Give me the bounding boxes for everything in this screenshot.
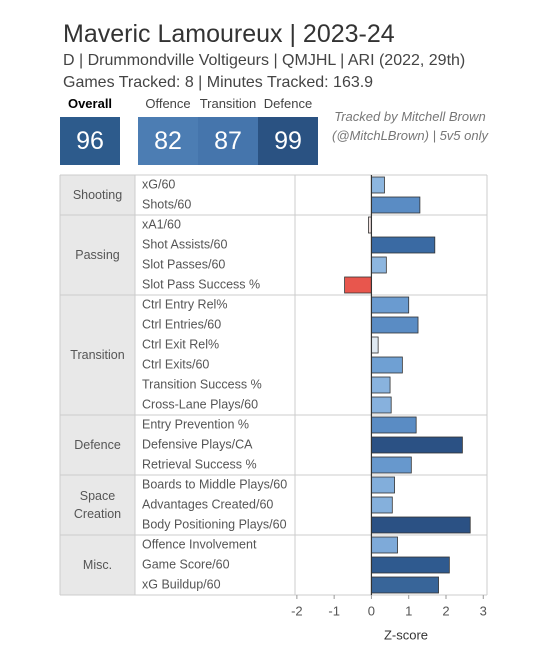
group-label: Misc. — [82, 558, 113, 572]
bar — [371, 316, 419, 334]
group-label: Space Creation — [73, 489, 122, 521]
x-tick-label: -2 — [291, 603, 303, 618]
category-label: Ctrl Exits/60 — [142, 357, 209, 371]
bar — [371, 536, 398, 554]
bar — [371, 516, 471, 534]
x-tick-label: 3 — [480, 603, 487, 618]
category-label: Boards to Middle Plays/60 — [142, 477, 287, 491]
x-tick-label: 2 — [442, 603, 449, 618]
category-label: Entry Prevention % — [142, 417, 249, 431]
subtitle: D | Drummondville Voltigeurs | QMJHL | A… — [63, 52, 466, 69]
category-label: Transition Success % — [142, 377, 262, 391]
bar — [371, 576, 439, 594]
score-label: Transition — [199, 96, 257, 111]
bar — [371, 236, 436, 254]
bar — [371, 296, 410, 314]
group-column — [60, 175, 135, 595]
note: Tracked by Mitchell Brown (@MitchLBrown)… — [331, 109, 488, 143]
bar — [344, 276, 372, 294]
bar — [371, 456, 412, 474]
category-label: xA1/60 — [142, 217, 181, 231]
category-label: Defensive Plays/CA — [142, 437, 253, 451]
category-label: Body Positioning Plays/60 — [142, 517, 287, 531]
score-label: Defence — [263, 96, 313, 111]
bar — [371, 556, 450, 574]
bar — [371, 356, 403, 374]
bar — [371, 396, 392, 414]
category-label: Slot Passes/60 — [142, 257, 225, 271]
category-label: Ctrl Entry Rel% — [142, 297, 227, 311]
category-label: Shot Assists/60 — [142, 237, 228, 251]
games-tracked: Games Tracked: 8 | Minutes Tracked: 163.… — [63, 74, 374, 91]
group-label: Transition — [70, 348, 125, 362]
x-tick-label: 1 — [405, 603, 412, 618]
bar — [371, 476, 395, 494]
bar — [371, 256, 387, 274]
score-box: 99 — [258, 117, 318, 165]
category-label: Game Score/60 — [142, 557, 230, 571]
score-box: 87 — [198, 117, 258, 165]
category-label: Advantages Created/60 — [142, 497, 273, 511]
bar — [371, 436, 463, 454]
x-tick-label: 0 — [368, 603, 375, 618]
category-label: Slot Pass Success % — [142, 277, 260, 291]
score-label: Overall — [67, 96, 113, 111]
score-box: 82 — [138, 117, 198, 165]
category-label: Ctrl Exit Rel% — [142, 337, 219, 351]
x-tick-label: -1 — [328, 603, 340, 618]
group-label: Defence — [74, 438, 121, 452]
group-label: Shooting — [72, 188, 123, 202]
bar — [371, 196, 421, 214]
bar — [371, 336, 379, 354]
title: Maveric Lamoureux | 2023-24 — [63, 20, 395, 48]
bar — [371, 176, 385, 194]
score-box: 96 — [60, 117, 120, 165]
category-label: Cross-Lane Plays/60 — [142, 397, 258, 411]
category-label: xG Buildup/60 — [142, 577, 221, 591]
category-label: Shots/60 — [142, 197, 191, 211]
category-label: Ctrl Entries/60 — [142, 317, 221, 331]
bar — [371, 376, 391, 394]
x-axis-title: Z-score — [384, 627, 428, 642]
category-label: xG/60 — [142, 177, 175, 191]
bar — [371, 496, 393, 514]
bar — [371, 416, 417, 434]
category-label: Offence Involvement — [142, 537, 257, 551]
score-label: Offence — [145, 96, 191, 111]
category-label: Retrieval Success % — [142, 457, 257, 471]
group-label: Passing — [75, 248, 120, 262]
